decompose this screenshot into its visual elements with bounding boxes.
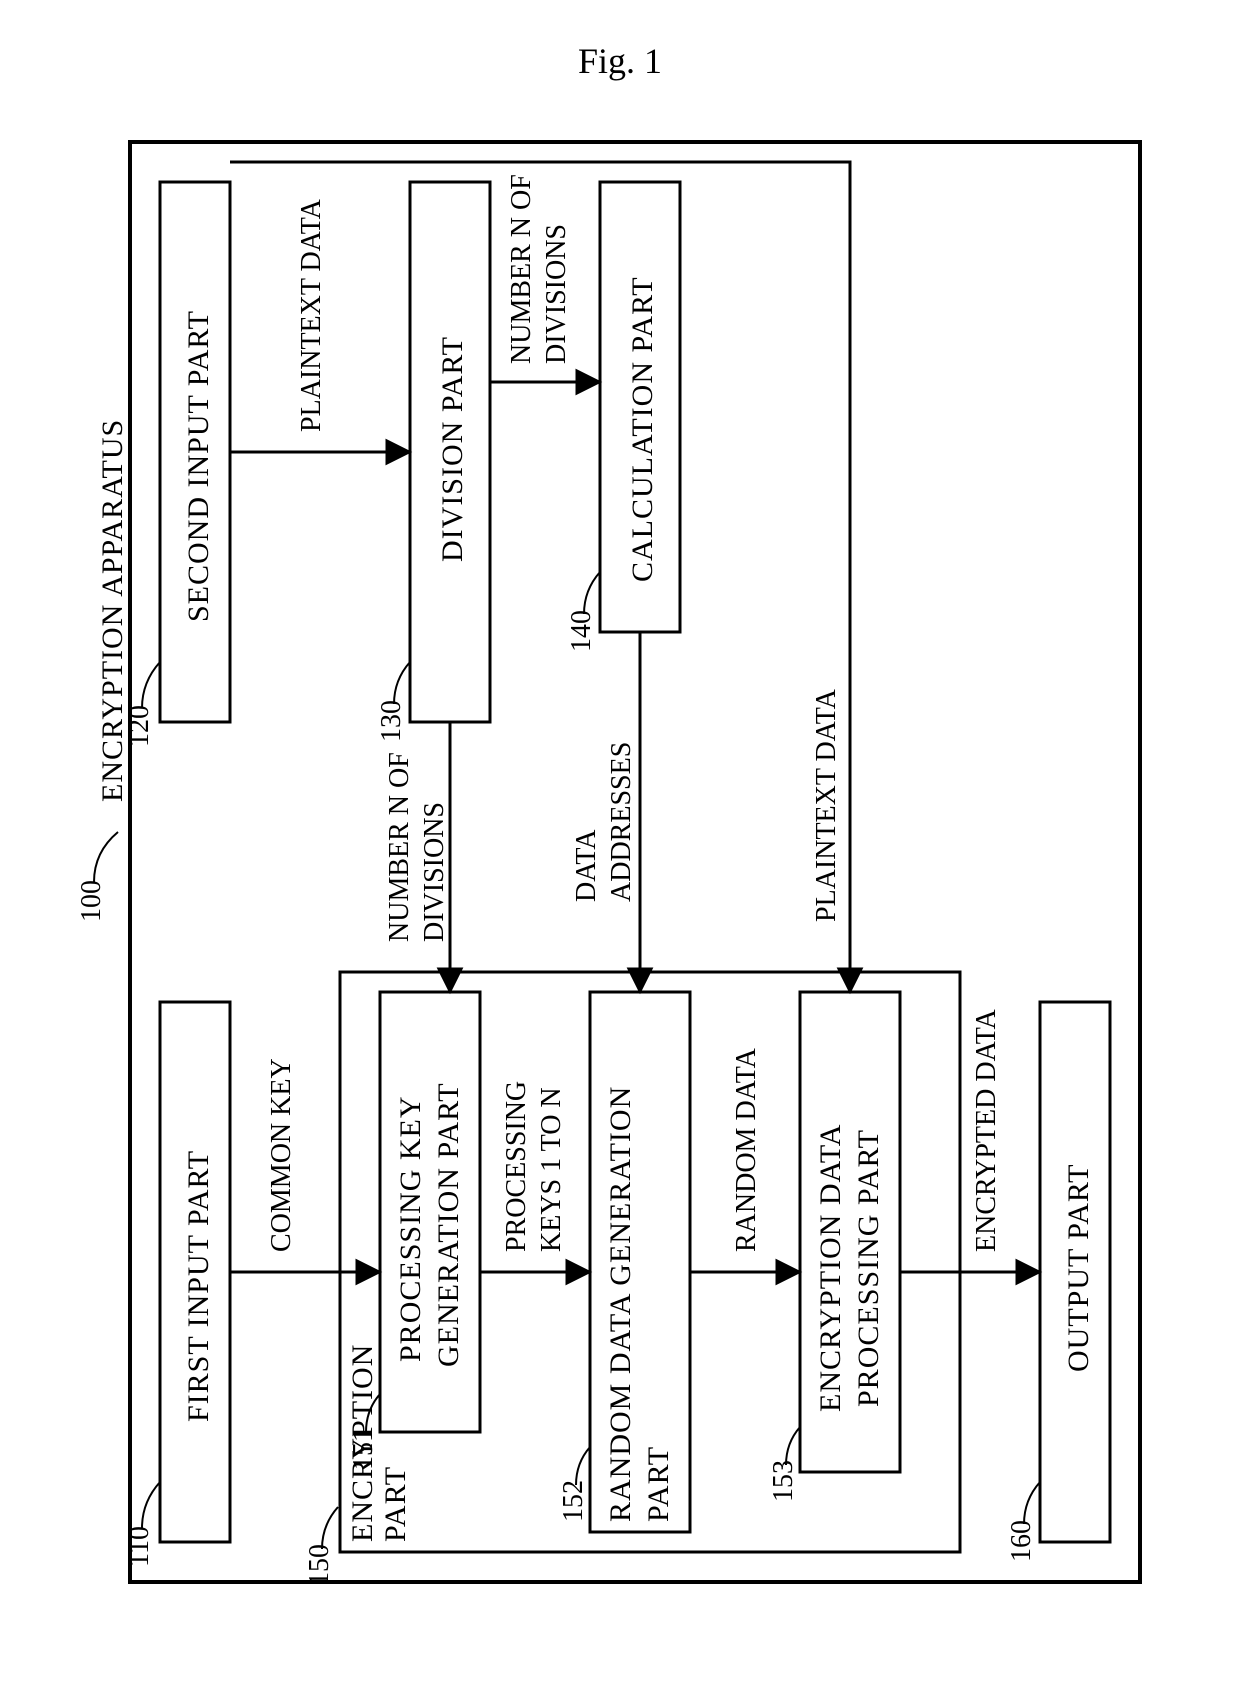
edge-plaintext-2-label: PLAINTEXT DATA xyxy=(811,688,842,922)
ref-140: 140 xyxy=(566,610,597,652)
ref-153: 153 xyxy=(768,1460,799,1502)
edge-plaintext-1-label: PLAINTEXT DATA xyxy=(296,198,327,432)
figure-title: Fig. 1 xyxy=(40,40,1200,82)
edge-numdiv-left-1: NUMBER N OF xyxy=(384,752,415,942)
ref-152: 152 xyxy=(558,1480,589,1522)
calculation-label: CALCULATION PART xyxy=(626,276,659,582)
rdgen-label-2: PART xyxy=(642,1446,675,1522)
ref-150: 150 xyxy=(304,1544,335,1586)
encryption-part-title-2: PART xyxy=(379,1466,412,1542)
diagram: 100 ENCRYPTION APPARATUS FIRST INPUT PAR… xyxy=(60,102,1180,1622)
edge-data-addr-1: DATA xyxy=(571,829,602,902)
first-input-label: FIRST INPUT PART xyxy=(182,1150,215,1422)
division-label: DIVISION PART xyxy=(436,336,469,562)
leader-100 xyxy=(94,832,118,882)
ref-130: 130 xyxy=(376,700,407,742)
ref-160: 160 xyxy=(1006,1520,1037,1562)
edge-data-addr-2: ADDRESSES xyxy=(606,742,637,902)
edge-encrypted-label: ENCRYPTED DATA xyxy=(971,1008,1002,1252)
edge-numdiv-left-2: DIVISIONS xyxy=(419,802,450,942)
pkgen-label-2: GENERATION PART xyxy=(432,1082,465,1367)
rdgen-label-1: RANDOM DATA GENERATION xyxy=(604,1086,637,1522)
second-input-label: SECOND INPUT PART xyxy=(182,310,215,622)
edge-numdiv-right-2: DIVISIONS xyxy=(541,224,572,364)
edge-common-key-label: COMMON KEY xyxy=(266,1058,297,1252)
ref-100: 100 xyxy=(76,880,107,922)
ref-110: 110 xyxy=(124,1526,155,1567)
ref-120: 120 xyxy=(124,705,155,747)
edge-numdiv-right-1: NUMBER N OF xyxy=(506,174,537,364)
pkgen-label-1: PROCESSING KEY xyxy=(394,1095,427,1362)
ref-151: 151 xyxy=(348,1428,379,1470)
edge-proc-keys-1: PROCESSING xyxy=(501,1081,532,1252)
edge-proc-keys-2: KEYS 1 TO N xyxy=(536,1087,567,1252)
edge-random-data-label: RANDOM DATA xyxy=(731,1047,762,1252)
encproc-label-2: PROCESSING PART xyxy=(852,1129,885,1407)
output-label: OUTPUT PART xyxy=(1062,1164,1095,1372)
encproc-label-1: ENCRYPTION DATA xyxy=(814,1124,847,1412)
